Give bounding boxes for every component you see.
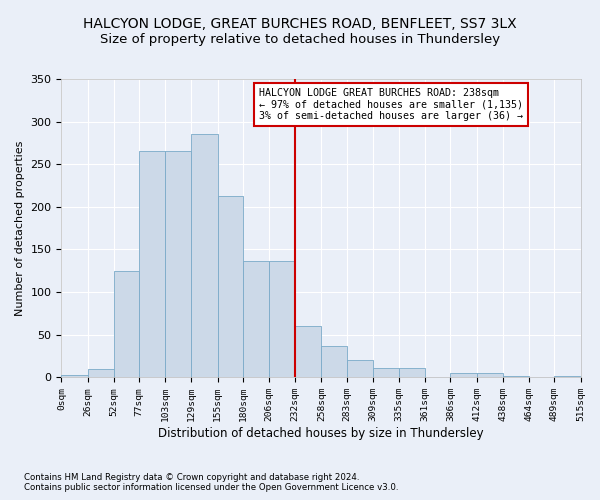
- Text: HALCYON LODGE, GREAT BURCHES ROAD, BENFLEET, SS7 3LX: HALCYON LODGE, GREAT BURCHES ROAD, BENFL…: [83, 18, 517, 32]
- Bar: [269, 262, 295, 377]
- Bar: [191, 134, 218, 377]
- Bar: [88, 368, 114, 377]
- Bar: [218, 196, 243, 377]
- Bar: [554, 376, 580, 377]
- Bar: [61, 374, 88, 377]
- Bar: [476, 373, 503, 377]
- Text: Contains public sector information licensed under the Open Government Licence v3: Contains public sector information licen…: [24, 484, 398, 492]
- Bar: [503, 376, 529, 377]
- Bar: [295, 326, 322, 377]
- Text: HALCYON LODGE GREAT BURCHES ROAD: 238sqm
← 97% of detached houses are smaller (1: HALCYON LODGE GREAT BURCHES ROAD: 238sqm…: [259, 88, 523, 121]
- X-axis label: Distribution of detached houses by size in Thundersley: Distribution of detached houses by size …: [158, 427, 484, 440]
- Bar: [399, 368, 425, 377]
- Text: Contains HM Land Registry data © Crown copyright and database right 2024.: Contains HM Land Registry data © Crown c…: [24, 472, 359, 482]
- Bar: [322, 346, 347, 377]
- Text: Size of property relative to detached houses in Thundersley: Size of property relative to detached ho…: [100, 32, 500, 46]
- Bar: [243, 262, 269, 377]
- Bar: [373, 368, 399, 377]
- Bar: [114, 270, 139, 377]
- Y-axis label: Number of detached properties: Number of detached properties: [15, 140, 25, 316]
- Bar: [451, 373, 476, 377]
- Bar: [165, 152, 191, 377]
- Bar: [347, 360, 373, 377]
- Bar: [139, 152, 165, 377]
